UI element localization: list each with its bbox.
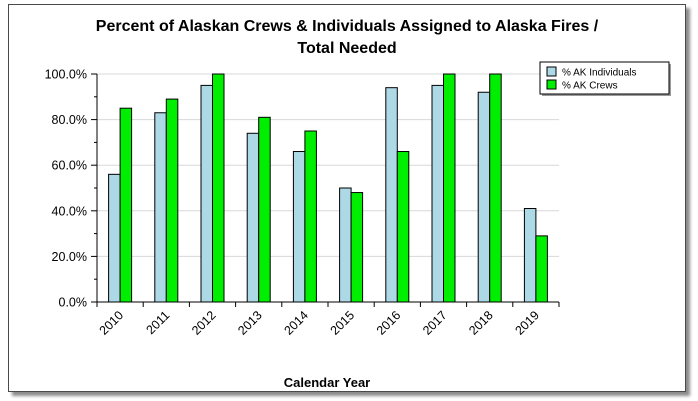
y-tick-label: 40.0%	[52, 204, 87, 218]
bar-ak-individuals-2018	[477, 91, 491, 303]
bars-group	[108, 73, 548, 303]
y-tick-label: 20.0%	[52, 250, 87, 264]
bar-ak-crews-2010	[119, 107, 133, 303]
bar-ak-crews-2013	[258, 116, 271, 303]
legend-label-ak-individuals: % AK Individuals	[562, 68, 637, 79]
bar-ak-individuals-2015	[339, 187, 352, 303]
chart-title-line2: Total Needed	[297, 40, 396, 57]
x-tick-label: 2015	[328, 308, 358, 338]
x-tick-labels: 2010 2011 2012 2013 2014 2015 2016 2017 2018 2019	[97, 308, 542, 338]
bar-ak-individuals-2019	[523, 208, 537, 303]
bar-ak-individuals-2011	[154, 112, 167, 303]
bar-ak-individuals-2016	[385, 87, 398, 303]
bar-ak-crews-2019	[535, 235, 548, 303]
y-tick-labels: 0.0% 20.0% 40.0% 60.0% 80.0% 100.0%	[45, 68, 87, 310]
x-tick-label: 2011	[144, 308, 173, 337]
y-tick-label: 60.0%	[52, 159, 87, 173]
bar-ak-individuals-2013	[246, 132, 260, 303]
bar-ak-crews-2017	[443, 73, 456, 303]
x-axis-label: Calendar Year	[284, 375, 370, 390]
legend: % AK Individuals % AK Crews	[539, 61, 671, 96]
x-tick-label: 2012	[189, 308, 219, 338]
legend-label-ak-crews: % AK Crews	[562, 81, 618, 92]
bar-ak-individuals-2010	[108, 173, 121, 303]
bar-ak-crews-2018	[489, 73, 502, 303]
y-tick-label: 0.0%	[59, 296, 88, 310]
legend-swatch-ak-individuals	[546, 66, 557, 77]
x-tick-label: 2018	[466, 308, 496, 338]
x-tick-label: 2014	[281, 308, 311, 338]
bar-ak-crews-2012	[212, 73, 225, 303]
legend-box	[539, 61, 670, 95]
bar-ak-individuals-2017	[431, 84, 444, 303]
bar-ak-individuals-2012	[200, 84, 213, 303]
chart-title-line1: Percent of Alaskan Crews & Individuals A…	[96, 18, 599, 35]
bar-ak-crews-2016	[396, 151, 410, 303]
x-tick-label: 2010	[97, 308, 127, 338]
legend-swatch-ak-crews	[546, 79, 557, 90]
x-tick-label: 2016	[374, 308, 404, 338]
x-tick-label: 2019	[512, 308, 542, 338]
axes-group	[91, 73, 560, 307]
bar-ak-crews-2015	[350, 192, 364, 303]
bar-ak-crews-2011	[165, 98, 179, 303]
bar-ak-individuals-2014	[292, 151, 306, 303]
x-tick-label: 2017	[420, 308, 450, 338]
x-tick-label: 2013	[235, 308, 265, 338]
bar-ak-crews-2014	[304, 130, 317, 303]
y-tick-label: 80.0%	[52, 113, 87, 127]
chart-frame: Percent of Alaskan Crews & Individuals A…	[8, 4, 686, 392]
bar-chart: Percent of Alaskan Crews & Individuals A…	[45, 18, 671, 390]
y-tick-label: 100.0%	[45, 68, 87, 82]
